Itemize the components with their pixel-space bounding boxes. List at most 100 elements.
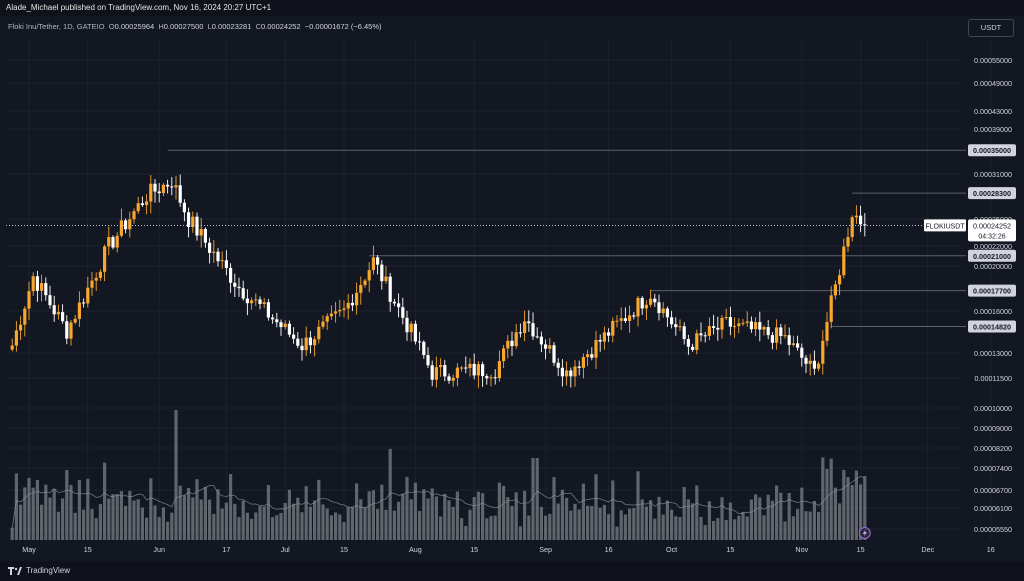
volume-bar: [787, 492, 791, 540]
candle-body: [833, 284, 837, 296]
candle-body: [607, 332, 611, 336]
volume-bar: [552, 477, 556, 540]
volume-bar: [317, 479, 321, 540]
candle: [321, 315, 325, 330]
candle-body: [350, 302, 354, 306]
volume-bar: [447, 500, 451, 540]
candle-body: [355, 292, 359, 306]
footer-bar: TradingView: [0, 561, 1024, 581]
volume-bar: [598, 507, 602, 540]
candle: [821, 330, 825, 375]
candle-body: [623, 318, 627, 322]
candle-body: [220, 260, 224, 262]
candle: [317, 319, 321, 344]
candle: [602, 326, 606, 350]
candle: [611, 317, 615, 343]
volume-bar: [426, 498, 430, 540]
volume-bar: [493, 515, 497, 540]
candle-body: [69, 322, 73, 339]
candle-body: [279, 322, 283, 328]
candle-body: [439, 365, 443, 368]
candle-body: [258, 299, 262, 304]
candle: [695, 329, 699, 355]
candle: [615, 315, 619, 328]
candle: [762, 325, 766, 336]
countdown-label: 04:32:26: [978, 233, 1005, 240]
candle: [208, 237, 212, 264]
candle: [418, 331, 422, 351]
currency-button[interactable]: USDT: [968, 19, 1014, 37]
symbol-tag: [924, 219, 966, 232]
candle: [455, 363, 459, 387]
volume-bar: [422, 489, 426, 540]
candle-body: [283, 323, 287, 328]
candle: [518, 323, 522, 338]
candle: [220, 251, 224, 269]
brand-name: TradingView: [26, 566, 71, 575]
candle: [430, 360, 434, 387]
candle-body: [296, 338, 300, 346]
volume-bar: [581, 483, 585, 540]
volume-bar: [510, 506, 514, 540]
candle-body: [187, 212, 191, 227]
volume-bar: [644, 506, 648, 540]
lightning-glyph: [862, 529, 867, 537]
candle: [422, 340, 426, 359]
candle-body: [598, 340, 602, 342]
price-chart[interactable]: 0.00055000 0.00049000 0.00043000 0.00039000…: [0, 0, 1024, 561]
volume-bar: [741, 511, 745, 540]
volume-bar: [800, 487, 804, 540]
symbol-legend: Floki Inu/Tether, 1D, GATEIO O0.00025964…: [8, 22, 382, 31]
candle: [229, 263, 233, 293]
candle-body: [145, 201, 149, 206]
volume-bar: [94, 518, 98, 540]
candle-body: [510, 340, 514, 347]
candle: [686, 334, 690, 355]
volume-bar: [367, 491, 371, 540]
candle-body: [640, 297, 644, 309]
volume-bar: [468, 509, 472, 540]
volume-bar: [380, 484, 384, 540]
change-value: −0.00001672 (−6.45%): [304, 22, 382, 31]
candle: [535, 327, 539, 339]
candle-body: [229, 267, 233, 283]
level-price-label: 0.00028300: [973, 189, 1011, 198]
candle: [14, 321, 18, 352]
volume-bar: [384, 509, 388, 540]
candle-body: [384, 276, 388, 282]
candle: [531, 312, 535, 340]
time-tick-label: Dec: [921, 545, 934, 554]
candle: [451, 374, 455, 387]
candle-body: [140, 203, 144, 206]
candle: [770, 332, 774, 350]
volume-bar: [296, 497, 300, 540]
candle-body: [174, 185, 178, 188]
time-axis: May 15 Jun 17 Jul 15 Aug 15 Sep 16 Oct 15 Nov 15 Dec 16: [22, 545, 995, 554]
candle: [35, 270, 39, 302]
candle-body: [783, 335, 787, 337]
volume-bar: [128, 490, 132, 540]
candle-body: [325, 316, 329, 322]
candle-body: [611, 320, 615, 336]
volume-bar: [313, 500, 317, 540]
close-label: C: [255, 22, 261, 31]
volume-bar: [502, 485, 506, 540]
candle: [56, 304, 60, 320]
volume-bar: [342, 522, 346, 540]
candle: [573, 359, 577, 387]
volume-bar: [10, 527, 14, 540]
candle: [514, 323, 518, 349]
price-tick-label: 0.00049000: [974, 79, 1012, 88]
candle-body: [670, 317, 674, 325]
volume-bar: [182, 495, 186, 540]
candle-body: [838, 275, 842, 285]
tradingview-logo[interactable]: TradingView: [8, 561, 70, 581]
candle: [838, 269, 842, 296]
candle: [195, 212, 199, 241]
volume-bar: [829, 458, 833, 540]
price-tick-label: 0.00011500: [975, 374, 1012, 383]
candle-body: [661, 308, 665, 314]
candle-body: [329, 313, 333, 317]
volume-bar: [329, 515, 333, 540]
volume-bar: [863, 476, 867, 540]
